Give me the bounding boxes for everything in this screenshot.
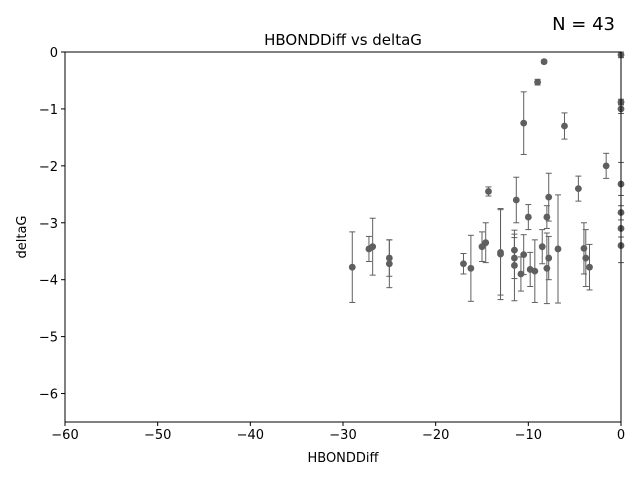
data-point (348, 231, 356, 303)
point-marker (520, 251, 528, 259)
chart-title: HBONDDiff vs deltaG (264, 31, 422, 49)
data-point (602, 152, 610, 179)
x-tick-label: −60 (51, 428, 78, 443)
data-point (554, 194, 562, 304)
data-point (540, 58, 548, 66)
x-tick-label: −50 (144, 428, 171, 443)
data-point (561, 112, 568, 140)
point-marker (561, 122, 568, 130)
point-marker (574, 185, 582, 193)
data-point (545, 235, 553, 281)
point-marker (520, 119, 528, 127)
data-point (385, 239, 393, 289)
point-marker (534, 78, 541, 86)
point-marker (554, 245, 562, 253)
point-marker (385, 260, 393, 268)
point-marker (348, 263, 356, 271)
y-tick-label: −5 (39, 331, 58, 346)
y-tick-label: 0 (50, 46, 58, 61)
x-tick-label: −40 (237, 428, 264, 443)
data-point (524, 204, 532, 231)
point-marker (580, 244, 588, 252)
point-marker (582, 254, 590, 262)
data-point (534, 78, 541, 86)
data-point (586, 243, 593, 291)
y-tick-label: −2 (39, 160, 58, 175)
data-point (369, 217, 377, 276)
point-marker (586, 263, 593, 271)
x-axis: −60 −50 −40 −30 −20 −10 0 (51, 422, 625, 443)
y-tick-label: −4 (39, 274, 58, 289)
data-point (485, 186, 492, 197)
data-point (574, 175, 582, 202)
x-tick-label: 0 (617, 428, 625, 443)
y-tick-label: −3 (39, 217, 58, 232)
point-marker (545, 193, 553, 201)
point-marker (517, 270, 525, 278)
point-marker (511, 262, 518, 269)
y-tick-label: −6 (39, 388, 58, 403)
x-axis-label: HBONDDiff (307, 451, 379, 466)
data-point (582, 229, 590, 288)
point-marker (538, 243, 546, 251)
point-marker (545, 254, 553, 262)
data-point (512, 176, 520, 224)
point-marker (543, 213, 551, 221)
point-marker (524, 213, 532, 221)
data-point (497, 209, 504, 296)
x-tick-label: −30 (329, 428, 356, 443)
y-axis-label: deltaG (15, 216, 30, 259)
point-marker (482, 239, 490, 247)
point-marker (485, 188, 492, 195)
point-marker (602, 162, 610, 170)
data-point (538, 229, 546, 265)
data-point (545, 172, 553, 222)
data-point (460, 253, 467, 275)
data-point (531, 239, 539, 303)
y-tick-label: −1 (39, 103, 58, 118)
data-point (511, 229, 518, 302)
point-marker (540, 58, 548, 66)
point-marker (543, 264, 551, 272)
data-point (467, 234, 475, 302)
x-tick-label: −20 (422, 428, 449, 443)
point-marker (467, 264, 475, 272)
data-point (520, 91, 528, 155)
data-point (482, 222, 490, 264)
point-marker (497, 248, 504, 256)
data-point (520, 234, 528, 276)
point-marker (512, 196, 520, 204)
point-marker (460, 260, 467, 268)
data-point (517, 256, 525, 292)
x-tick-label: −10 (515, 428, 542, 443)
point-marker (369, 243, 377, 251)
point-marker (531, 267, 539, 275)
y-axis: 0 −1 −2 −3 −4 −5 −6 (39, 46, 65, 403)
count-annotation: N = 43 (552, 14, 615, 35)
